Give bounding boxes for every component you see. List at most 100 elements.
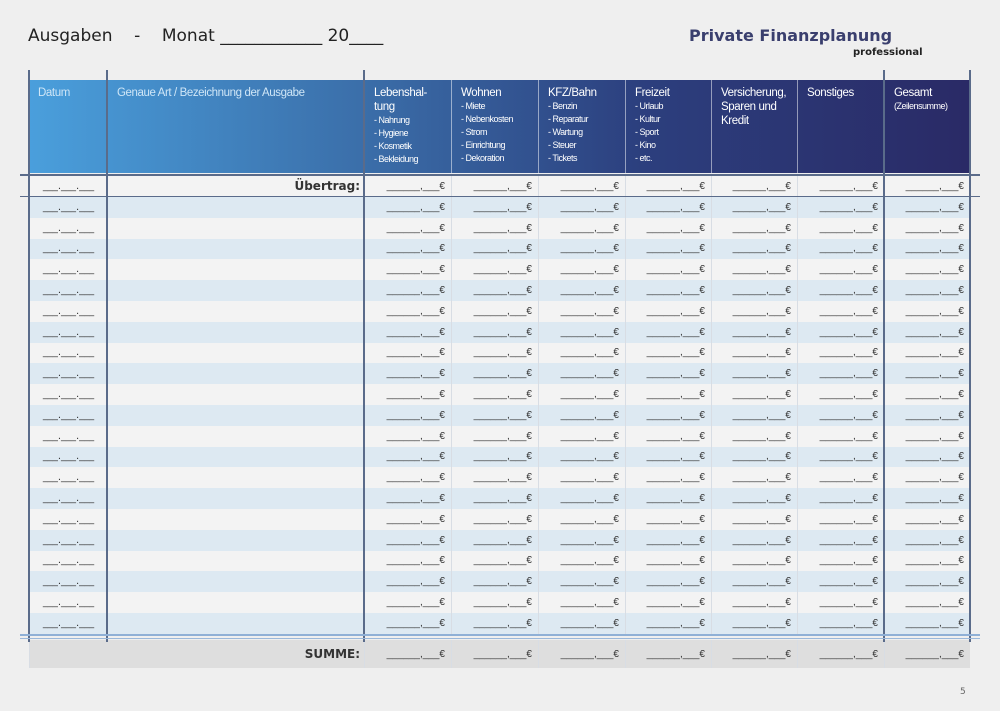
amount-field[interactable]: ______,___€ bbox=[711, 238, 797, 260]
description-field[interactable] bbox=[107, 342, 364, 364]
amount-field[interactable]: ______,___€ bbox=[364, 280, 451, 301]
description-field[interactable] bbox=[107, 217, 364, 239]
amount-field[interactable]: ______,___€ bbox=[711, 488, 797, 509]
amount-field[interactable]: ______,___€ bbox=[884, 301, 970, 322]
date-field[interactable]: ___.___.___ bbox=[29, 217, 107, 239]
amount-field[interactable]: ______,___€ bbox=[451, 592, 538, 613]
amount-field[interactable]: ______,___€ bbox=[797, 529, 884, 551]
date-field[interactable]: ___.___.___ bbox=[29, 550, 107, 572]
date-field[interactable]: ___.___.___ bbox=[29, 363, 107, 385]
amount-field[interactable]: ______,___€ bbox=[797, 509, 884, 530]
amount-field[interactable]: ______,___€ bbox=[625, 467, 711, 489]
amount-field[interactable]: ______,___€ bbox=[364, 488, 451, 509]
amount-field[interactable]: ______,___€ bbox=[538, 342, 625, 364]
amount-field[interactable]: ______,___€ bbox=[451, 238, 538, 260]
amount-field[interactable]: ______,___€ bbox=[884, 405, 970, 426]
amount-field[interactable]: ______,___€ bbox=[797, 613, 884, 634]
amount-field[interactable]: ______,___€ bbox=[797, 280, 884, 301]
amount-field[interactable]: ______,___€ bbox=[451, 488, 538, 509]
amount-field[interactable]: ______,___€ bbox=[538, 321, 625, 343]
amount-field[interactable]: ______,___€ bbox=[625, 384, 711, 405]
amount-field[interactable]: ______,___€ bbox=[797, 301, 884, 322]
amount-field[interactable]: ______,___€ bbox=[451, 197, 538, 218]
amount-field[interactable]: ______,___€ bbox=[625, 259, 711, 281]
date-field[interactable]: ___.___.___ bbox=[29, 467, 107, 489]
amount-field[interactable]: ______,___€ bbox=[884, 384, 970, 405]
amount-field[interactable]: ______,___€ bbox=[711, 571, 797, 593]
amount-field[interactable]: ______,___€ bbox=[797, 217, 884, 239]
amount-field[interactable]: ______,___€ bbox=[364, 425, 451, 447]
amount-field[interactable]: ______,___€ bbox=[797, 640, 884, 668]
amount-field[interactable]: ______,___€ bbox=[451, 640, 538, 668]
date-field[interactable]: ___.___.___ bbox=[29, 259, 107, 281]
amount-field[interactable]: ______,___€ bbox=[538, 425, 625, 447]
amount-field[interactable]: ______,___€ bbox=[625, 217, 711, 239]
amount-field[interactable]: ______,___€ bbox=[797, 363, 884, 385]
amount-field[interactable]: ______,___€ bbox=[538, 640, 625, 668]
description-field[interactable] bbox=[107, 592, 364, 613]
amount-field[interactable]: ______,___€ bbox=[711, 217, 797, 239]
amount-field[interactable]: ______,___€ bbox=[364, 571, 451, 593]
amount-field[interactable]: ______,___€ bbox=[797, 467, 884, 489]
amount-field[interactable]: ______,___€ bbox=[797, 425, 884, 447]
amount-field[interactable]: ______,___€ bbox=[538, 384, 625, 405]
amount-field[interactable]: ______,___€ bbox=[884, 342, 970, 364]
amount-field[interactable]: ______,___€ bbox=[711, 592, 797, 613]
date-field[interactable]: ___.___.___ bbox=[29, 321, 107, 343]
amount-field[interactable]: ______,___€ bbox=[797, 342, 884, 364]
amount-field[interactable]: ______,___€ bbox=[797, 446, 884, 468]
amount-field[interactable]: ______,___€ bbox=[451, 217, 538, 239]
amount-field[interactable]: ______,___€ bbox=[711, 197, 797, 218]
amount-field[interactable]: ______,___€ bbox=[451, 425, 538, 447]
amount-field[interactable]: ______,___€ bbox=[451, 176, 538, 196]
amount-field[interactable]: ______,___€ bbox=[364, 550, 451, 572]
amount-field[interactable]: ______,___€ bbox=[797, 384, 884, 405]
amount-field[interactable]: ______,___€ bbox=[625, 197, 711, 218]
amount-field[interactable]: ______,___€ bbox=[625, 550, 711, 572]
amount-field[interactable]: ______,___€ bbox=[538, 301, 625, 322]
amount-field[interactable]: ______,___€ bbox=[625, 405, 711, 426]
amount-field[interactable]: ______,___€ bbox=[451, 446, 538, 468]
amount-field[interactable]: ______,___€ bbox=[538, 571, 625, 593]
amount-field[interactable]: ______,___€ bbox=[711, 640, 797, 668]
amount-field[interactable]: ______,___€ bbox=[711, 259, 797, 281]
amount-field[interactable]: ______,___€ bbox=[711, 550, 797, 572]
amount-field[interactable]: ______,___€ bbox=[625, 488, 711, 509]
amount-field[interactable]: ______,___€ bbox=[884, 640, 970, 668]
amount-field[interactable]: ______,___€ bbox=[538, 529, 625, 551]
amount-field[interactable]: ______,___€ bbox=[538, 509, 625, 530]
amount-field[interactable]: ______,___€ bbox=[538, 467, 625, 489]
amount-field[interactable]: ______,___€ bbox=[364, 363, 451, 385]
amount-field[interactable]: ______,___€ bbox=[364, 509, 451, 530]
description-field[interactable] bbox=[107, 405, 364, 426]
date-field[interactable]: ___.___.___ bbox=[29, 425, 107, 447]
amount-field[interactable]: ______,___€ bbox=[538, 613, 625, 634]
amount-field[interactable]: ______,___€ bbox=[884, 425, 970, 447]
amount-field[interactable]: ______,___€ bbox=[884, 613, 970, 634]
amount-field[interactable]: ______,___€ bbox=[451, 613, 538, 634]
description-field[interactable] bbox=[107, 467, 364, 489]
date-field[interactable]: ___.___.___ bbox=[29, 509, 107, 530]
amount-field[interactable]: ______,___€ bbox=[797, 238, 884, 260]
amount-field[interactable]: ______,___€ bbox=[451, 301, 538, 322]
date-field[interactable]: ___.___.___ bbox=[29, 529, 107, 551]
amount-field[interactable]: ______,___€ bbox=[625, 592, 711, 613]
amount-field[interactable]: ______,___€ bbox=[451, 467, 538, 489]
amount-field[interactable]: ______,___€ bbox=[538, 550, 625, 572]
amount-field[interactable]: ______,___€ bbox=[364, 384, 451, 405]
amount-field[interactable]: ______,___€ bbox=[538, 197, 625, 218]
amount-field[interactable]: ______,___€ bbox=[797, 259, 884, 281]
amount-field[interactable]: ______,___€ bbox=[625, 571, 711, 593]
description-field[interactable] bbox=[107, 238, 364, 260]
amount-field[interactable]: ______,___€ bbox=[451, 321, 538, 343]
description-field[interactable] bbox=[107, 571, 364, 593]
date-field[interactable]: ___.___.___ bbox=[29, 405, 107, 426]
amount-field[interactable]: ______,___€ bbox=[364, 259, 451, 281]
amount-field[interactable]: ______,___€ bbox=[625, 640, 711, 668]
amount-field[interactable]: ______,___€ bbox=[884, 176, 970, 196]
amount-field[interactable]: ______,___€ bbox=[884, 529, 970, 551]
amount-field[interactable]: ______,___€ bbox=[538, 405, 625, 426]
amount-field[interactable]: ______,___€ bbox=[884, 509, 970, 530]
date-field[interactable]: ___.___.___ bbox=[29, 613, 107, 634]
amount-field[interactable]: ______,___€ bbox=[711, 613, 797, 634]
